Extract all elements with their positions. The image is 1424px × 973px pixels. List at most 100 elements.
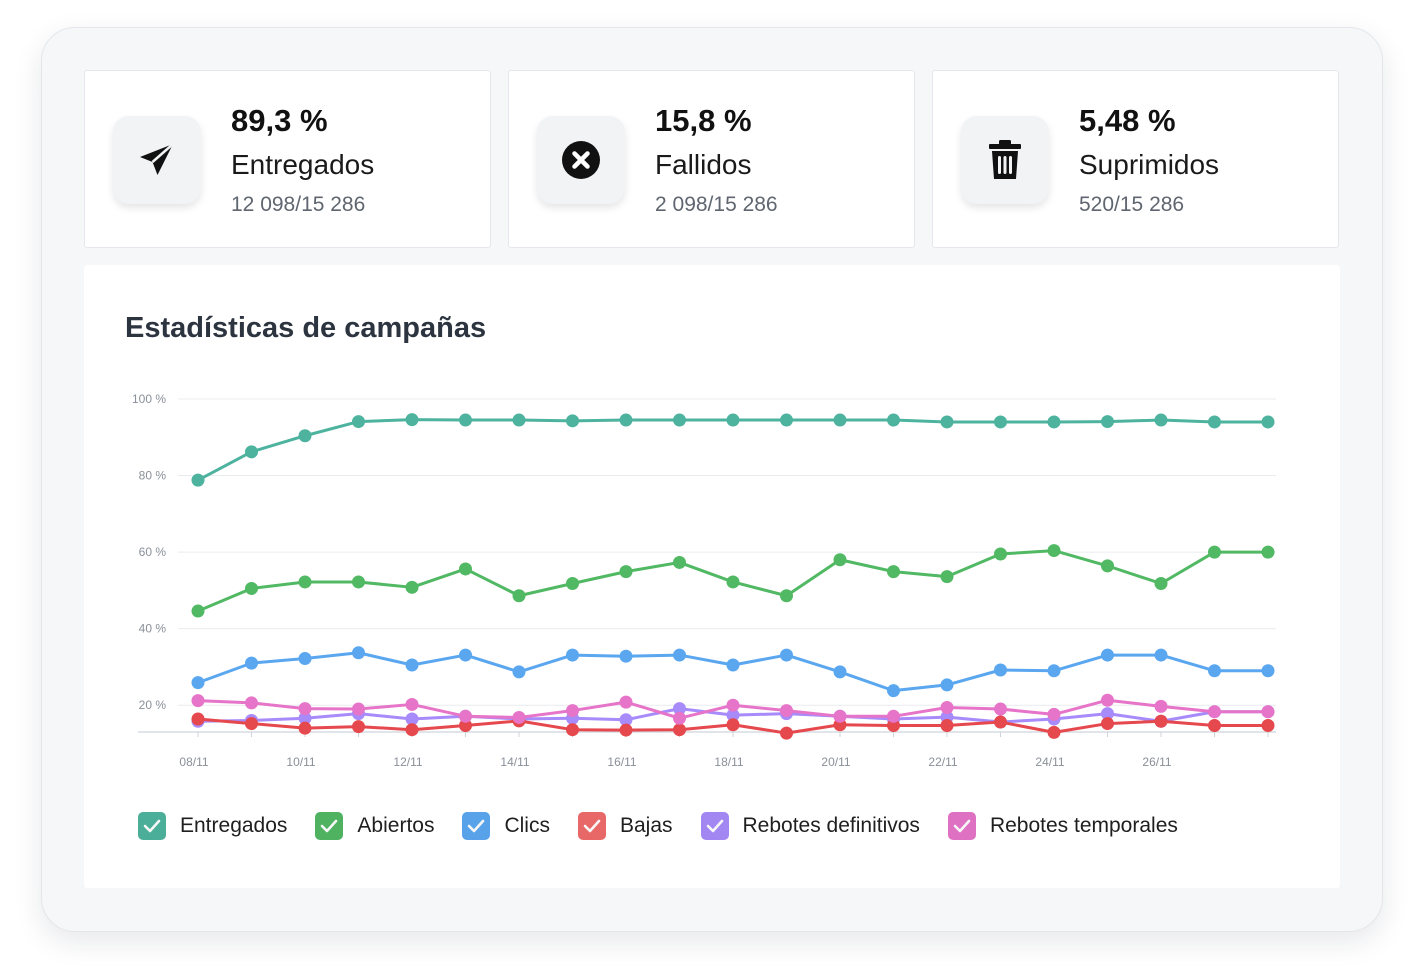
checkbox-checked-icon[interactable]	[315, 812, 344, 840]
data-point	[1154, 714, 1168, 728]
failed-ratio: 2 098/15 286	[655, 193, 778, 216]
chart-legend: Entregados Abiertos Clics Bajas Rebotes …	[138, 812, 1206, 840]
stat-card-failed: 15,8 % Fallidos 2 098/15 286	[508, 70, 915, 248]
data-point	[298, 721, 312, 735]
data-point	[191, 712, 205, 726]
data-point	[298, 652, 312, 666]
legend-item-clics[interactable]: Clics	[462, 812, 550, 840]
checkbox-checked-icon[interactable]	[577, 812, 606, 840]
checkbox-checked-icon[interactable]	[462, 812, 491, 840]
data-point	[1208, 415, 1221, 429]
delivered-ratio: 12 098/15 286	[231, 193, 366, 216]
data-point	[245, 717, 258, 731]
data-point	[405, 712, 419, 726]
data-point	[726, 575, 740, 589]
data-point	[940, 570, 954, 584]
data-point	[405, 580, 419, 594]
legend-label: Clics	[504, 814, 550, 837]
data-point	[833, 413, 847, 427]
checkbox-checked-icon[interactable]	[138, 812, 166, 840]
data-point	[780, 726, 793, 740]
data-point	[619, 695, 633, 709]
data-point	[566, 704, 579, 718]
data-point	[994, 702, 1007, 716]
data-point	[459, 648, 472, 662]
data-point	[726, 413, 740, 427]
data-point	[887, 413, 900, 427]
legend-item-abiertos[interactable]: Abiertos	[315, 812, 434, 840]
data-point	[1154, 576, 1168, 590]
data-point	[780, 704, 793, 718]
data-point	[887, 684, 900, 698]
x-tick-label: 26/11	[1142, 755, 1171, 769]
data-point	[352, 720, 365, 734]
data-point	[619, 723, 633, 737]
campaign-line-chart: 20 % 40 % 60 % 80 % 100 % 08/11 10/11 12/11 14/1…	[132, 392, 1276, 769]
data-point	[1261, 415, 1275, 429]
data-point	[191, 676, 205, 690]
data-point	[726, 658, 740, 672]
data-point	[566, 576, 579, 590]
data-point	[459, 413, 472, 427]
legend-label: Rebotes temporales	[989, 814, 1178, 837]
delivered-label: Entregados	[231, 149, 375, 180]
data-point	[298, 702, 312, 716]
data-point	[1261, 718, 1275, 732]
data-point	[780, 648, 793, 662]
data-point	[1101, 693, 1114, 707]
panel-title: Estadísticas de campañas	[125, 312, 487, 344]
y-tick-label: 40 %	[139, 622, 167, 636]
data-point	[459, 709, 472, 723]
data-point	[1261, 545, 1275, 559]
data-point	[780, 589, 793, 603]
data-point	[994, 663, 1007, 677]
data-point	[1208, 718, 1221, 732]
data-point	[726, 718, 740, 732]
campaign-stats-panel: Estadísticas de campañas 20 % 40 % 60 % 80 …	[84, 265, 1340, 888]
trash-icon	[989, 140, 1021, 179]
data-point	[352, 415, 365, 429]
data-point	[512, 413, 526, 427]
data-point	[352, 702, 365, 716]
data-point	[191, 473, 205, 487]
legend-label: Bajas	[619, 814, 673, 837]
data-point	[245, 656, 258, 670]
checkbox-checked-icon[interactable]	[700, 812, 729, 840]
legend-item-rebotes-definitivos[interactable]: Rebotes definitivos	[700, 812, 920, 840]
data-point	[1208, 545, 1221, 559]
data-point	[1261, 705, 1275, 719]
data-point	[512, 665, 526, 679]
data-point	[1047, 664, 1061, 678]
legend-label: Abiertos	[357, 814, 435, 837]
data-point	[1154, 699, 1168, 713]
data-point	[619, 413, 633, 427]
data-point	[673, 723, 686, 737]
data-point	[1208, 664, 1221, 678]
data-point	[994, 547, 1007, 561]
data-point	[940, 718, 954, 732]
x-tick-label: 14/11	[500, 755, 529, 769]
x-tick-label: 12/11	[393, 755, 422, 769]
legend-item-rebotes-temporales[interactable]: Rebotes temporales	[947, 812, 1178, 840]
legend-item-bajas[interactable]: Bajas	[577, 812, 673, 840]
data-point	[298, 711, 312, 725]
data-point	[405, 413, 419, 427]
x-tick-label: 24/11	[1035, 755, 1064, 769]
data-point	[191, 604, 205, 618]
suppressed-ratio: 520/15 286	[1079, 193, 1185, 216]
data-point	[1154, 648, 1168, 662]
checkbox-checked-icon[interactable]	[947, 812, 976, 840]
data-point	[673, 555, 686, 569]
data-point	[673, 702, 686, 716]
series-line	[196, 418, 1270, 482]
data-point	[940, 701, 954, 715]
data-point	[726, 698, 740, 712]
data-point	[405, 723, 419, 737]
legend-item-entregados[interactable]: Entregados	[138, 812, 287, 840]
data-point	[994, 415, 1007, 429]
icon-tile	[113, 116, 201, 204]
x-circle-icon	[562, 141, 600, 179]
data-point	[673, 413, 686, 427]
data-point	[887, 565, 900, 579]
data-point	[566, 648, 579, 662]
